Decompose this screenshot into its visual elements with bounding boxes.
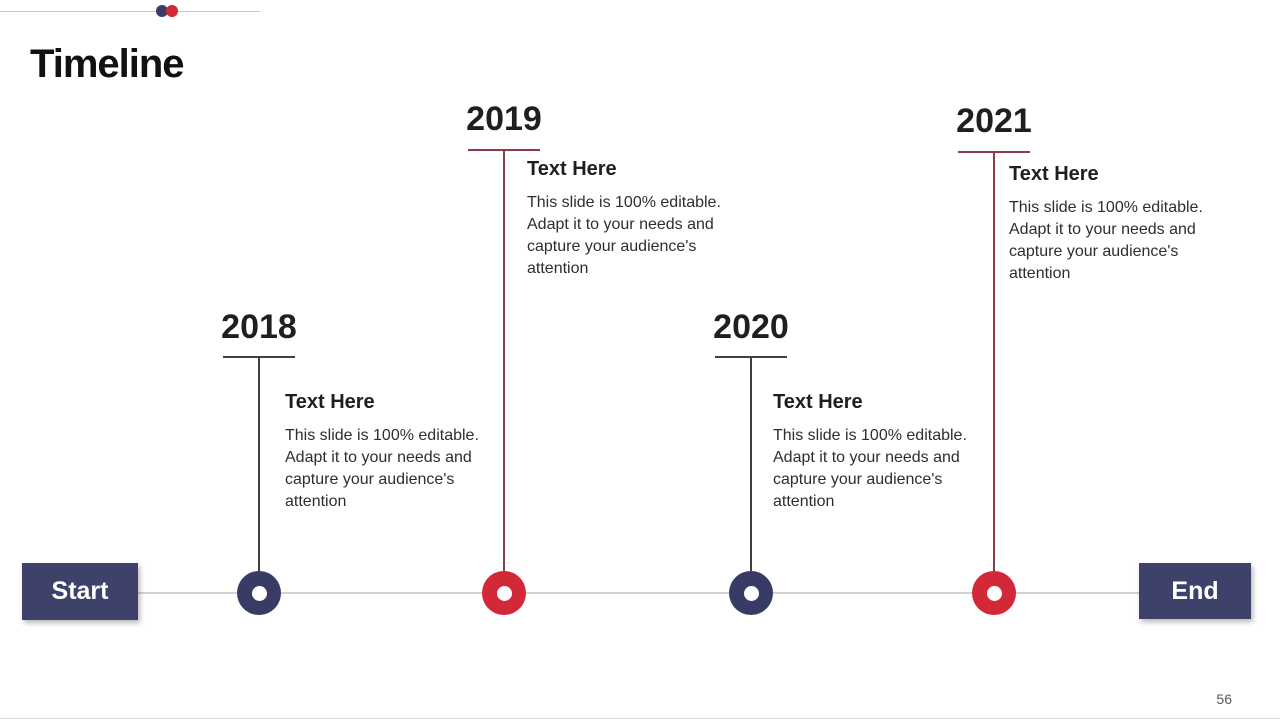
milestone-text-block: Text Here This slide is 100% editable. A… — [1009, 163, 1209, 285]
header-navy-dot-icon — [156, 5, 168, 17]
milestone-heading: Text Here — [1009, 163, 1099, 185]
milestone-year-label: 2020 — [713, 308, 789, 346]
milestone-connector-line — [258, 356, 260, 571]
marker-center-dot — [743, 585, 759, 601]
milestone-connector-line — [503, 149, 505, 571]
milestone-heading: Text Here — [773, 391, 863, 413]
marker-center-dot — [986, 585, 1002, 601]
milestone-connector-line — [750, 356, 752, 571]
milestone-year-label: 2021 — [956, 102, 1032, 140]
start-button[interactable]: Start — [22, 563, 138, 620]
marker-center-dot — [251, 585, 267, 601]
milestone-connector-line — [993, 151, 995, 571]
milestone-body: This slide is 100% editable. Adapt it to… — [773, 427, 967, 511]
timeline-marker — [237, 571, 281, 615]
milestone-text-block: Text Here This slide is 100% editable. A… — [527, 158, 727, 280]
header-rule — [0, 11, 260, 12]
page-number: 56 — [1216, 691, 1232, 707]
milestone-body: This slide is 100% editable. Adapt it to… — [285, 427, 479, 511]
page-title: Timeline — [30, 41, 185, 86]
milestone-year-label: 2019 — [466, 100, 542, 138]
milestone-body: This slide is 100% editable. Adapt it to… — [1009, 199, 1203, 283]
milestone-heading: Text Here — [285, 391, 375, 413]
header-red-dot-icon — [166, 5, 178, 17]
milestone-text-block: Text Here This slide is 100% editable. A… — [773, 391, 973, 513]
timeline-track — [138, 592, 1139, 594]
timeline-marker — [729, 571, 773, 615]
footer-rule — [0, 718, 1280, 719]
milestone-text-block: Text Here This slide is 100% editable. A… — [285, 391, 485, 513]
milestone-year-label: 2018 — [221, 308, 297, 346]
timeline-marker — [482, 571, 526, 615]
milestone-body: This slide is 100% editable. Adapt it to… — [527, 194, 721, 278]
timeline-marker — [972, 571, 1016, 615]
milestone-heading: Text Here — [527, 158, 617, 180]
marker-center-dot — [496, 585, 512, 601]
end-button[interactable]: End — [1139, 563, 1251, 619]
